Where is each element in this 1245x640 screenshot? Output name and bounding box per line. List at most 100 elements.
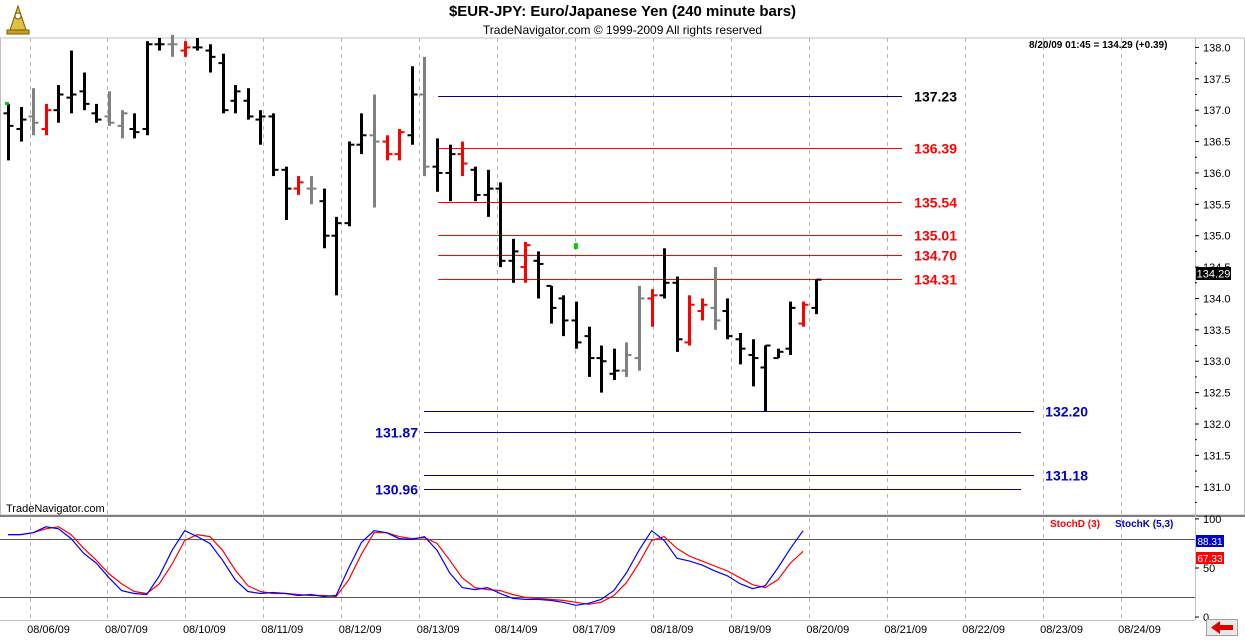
ohlc-bar bbox=[16, 107, 27, 142]
ohlc-bar bbox=[205, 44, 216, 73]
stochastic-panel: 100 50 0 bbox=[0, 514, 1221, 624]
ohlc-bar bbox=[621, 342, 632, 377]
price-readout: 8/20/09 01:45 = 134.29 (+0.39) bbox=[1029, 40, 1167, 51]
title-bar: $EUR-JPY: Euro/Japanese Yen (240 minute … bbox=[0, 0, 1245, 40]
ohlc-bar bbox=[634, 285, 645, 371]
signal-marks bbox=[5, 101, 578, 250]
date-tick-label: 08/13/09 bbox=[417, 624, 460, 636]
ohlc-bar bbox=[382, 135, 393, 161]
ohlc-bar bbox=[419, 56, 430, 177]
date-tick-label: 08/23/09 bbox=[1040, 624, 1083, 636]
ohlc-bar bbox=[230, 85, 241, 114]
ohlc-bar bbox=[394, 129, 405, 161]
ohlc-bar bbox=[571, 301, 582, 349]
trade-navigator-logo-icon[interactable] bbox=[4, 4, 32, 36]
date-tick-label: 08/06/09 bbox=[27, 624, 70, 636]
ohlc-bar bbox=[306, 176, 317, 205]
price-tick-label: 132.0 bbox=[1203, 419, 1231, 431]
price-bars bbox=[3, 34, 822, 412]
level-label: 132.20 bbox=[1045, 404, 1088, 420]
stoch-tick-label: 100 bbox=[1203, 514, 1221, 526]
ohlc-bar bbox=[91, 103, 102, 123]
date-tick-label: 08/10/09 bbox=[183, 624, 226, 636]
ohlc-bar bbox=[546, 284, 557, 324]
ohlc-bar bbox=[407, 66, 418, 145]
ohlc-bar bbox=[773, 348, 784, 360]
ohlc-bar bbox=[558, 295, 569, 337]
date-tick-label: 08/24/09 bbox=[1118, 624, 1161, 636]
ohlc-bar bbox=[243, 88, 254, 120]
date-tick-label: 08/14/09 bbox=[495, 624, 538, 636]
ohlc-bar bbox=[41, 103, 52, 136]
price-panel-border bbox=[0, 37, 1245, 516]
date-tick-label: 08/12/09 bbox=[339, 624, 382, 636]
scroll-left-arrow-icon[interactable] bbox=[1206, 619, 1238, 636]
ohlc-bar bbox=[319, 188, 330, 249]
price-tick-label: 133.5 bbox=[1203, 325, 1231, 337]
date-tick-label: 08/17/09 bbox=[573, 624, 616, 636]
ohlc-bar bbox=[369, 94, 380, 208]
ohlc-bar bbox=[142, 41, 153, 136]
ohlc-bar bbox=[760, 344, 771, 412]
stoch-d-legend: StochD (3) bbox=[1050, 519, 1100, 530]
ohlc-bar bbox=[748, 339, 759, 387]
ohlc-bar bbox=[268, 113, 279, 177]
last-price-tag: 134.29 bbox=[1196, 267, 1231, 281]
ohlc-bar bbox=[659, 248, 670, 299]
ohlc-bar bbox=[457, 141, 468, 177]
last-price-value: 134.29 bbox=[1197, 269, 1231, 281]
level-label: 131.18 bbox=[1045, 468, 1088, 484]
ohlc-bar bbox=[180, 41, 191, 57]
ohlc-bar bbox=[445, 144, 456, 202]
ohlc-bar bbox=[79, 72, 90, 111]
ohlc-bar bbox=[684, 295, 695, 346]
level-label: 134.70 bbox=[914, 248, 957, 264]
date-tick-label: 08/20/09 bbox=[806, 624, 849, 636]
ohlc-bar bbox=[281, 166, 292, 221]
watermark: TradeNavigator.com bbox=[6, 503, 105, 515]
price-tick-label: 131.0 bbox=[1203, 482, 1231, 494]
ohlc-bar bbox=[331, 216, 342, 296]
ohlc-bar bbox=[66, 50, 77, 114]
signal-mark bbox=[573, 243, 578, 250]
date-tick-label: 08/22/09 bbox=[962, 624, 1005, 636]
ohlc-bar bbox=[508, 238, 519, 283]
ohlc-bar bbox=[811, 278, 822, 315]
price-tick-label: 135.0 bbox=[1203, 231, 1231, 243]
price-tick-label: 131.5 bbox=[1203, 450, 1231, 462]
ohlc-bar bbox=[722, 298, 733, 340]
stoch-tick-label: 0 bbox=[1203, 612, 1209, 624]
stoch-k-legend: StochK (5,3) bbox=[1115, 519, 1173, 530]
ohlc-bar bbox=[785, 301, 796, 355]
chart-title: $EUR-JPY: Euro/Japanese Yen (240 minute … bbox=[448, 3, 797, 20]
level-label: 136.39 bbox=[914, 141, 957, 157]
date-axis: 08/06/09 08/07/09 08/10/09 08/11/09 08/12/09… bbox=[27, 624, 1161, 636]
price-tick-label: 136.5 bbox=[1203, 137, 1231, 149]
ohlc-bar bbox=[697, 298, 708, 321]
stoch-k-value: 88.31 bbox=[1197, 537, 1222, 548]
ohlc-bar bbox=[28, 88, 39, 136]
ohlc-bar bbox=[520, 241, 531, 283]
level-label: 135.01 bbox=[914, 228, 957, 244]
date-gridlines bbox=[30, 38, 1122, 620]
chart-subtitle: TradeNavigator.com © 1999-2009 All right… bbox=[482, 23, 763, 37]
ohlc-bar bbox=[470, 166, 481, 202]
ohlc-bar bbox=[129, 113, 140, 139]
ohlc-bar bbox=[609, 348, 620, 381]
date-tick-label: 08/19/09 bbox=[728, 624, 771, 636]
ohlc-bar bbox=[117, 110, 128, 139]
ohlc-bar bbox=[798, 301, 809, 327]
stoch-d-line bbox=[8, 526, 804, 605]
price-tick-label: 137.5 bbox=[1203, 74, 1231, 86]
ohlc-bar bbox=[154, 38, 165, 51]
ohlc-bar bbox=[495, 182, 506, 268]
ohlc-bar bbox=[483, 169, 494, 217]
price-levels: 137.23 136.39 135.54 135.01 134.70 134.31 132.… bbox=[375, 89, 1088, 498]
ohlc-bar bbox=[432, 138, 443, 192]
stoch-d-value: 67.33 bbox=[1197, 554, 1222, 565]
ohlc-bar bbox=[218, 53, 229, 114]
level-label: 131.87 bbox=[375, 425, 418, 441]
ohlc-bar bbox=[596, 345, 607, 393]
ohlc-bar bbox=[192, 38, 203, 51]
